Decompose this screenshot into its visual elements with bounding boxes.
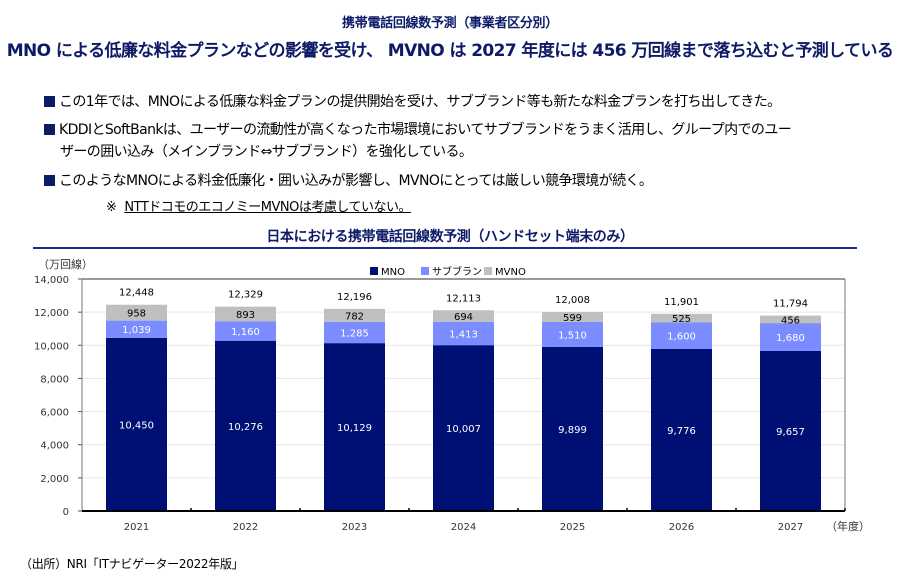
data-label-mno: 9,899 <box>558 425 587 436</box>
data-label-mno: 10,450 <box>119 420 154 431</box>
y-tick-label: 12,000 <box>34 308 69 319</box>
bullet-item-2: KDDIとSoftBankは、ユーザーの流動性が高くなった市場環境においてサブブ… <box>44 119 792 141</box>
data-label-mvno: 782 <box>345 311 364 322</box>
legend-swatch-mvno <box>484 267 492 275</box>
bar-segment-mvno <box>433 310 494 322</box>
y-tick-label: 4,000 <box>40 441 69 452</box>
data-label-sub: 1,600 <box>667 332 696 343</box>
total-label: 12,008 <box>555 295 590 306</box>
legend-swatch-mno <box>370 267 378 275</box>
page-title: MNO による低廉な料金プランなどの影響を受け、 MVNO は 2027 年度に… <box>6 41 894 61</box>
data-label-mvno: 456 <box>781 315 800 326</box>
total-label: 12,329 <box>228 290 263 301</box>
bar-segment-mvno <box>760 315 821 324</box>
data-label-mvno: 525 <box>672 314 691 325</box>
data-label-sub: 1,510 <box>558 330 587 341</box>
bar-segment-mno <box>106 337 167 511</box>
supertitle: 携帯電話回線数予測（事業者区分別） <box>342 16 558 31</box>
bullet-item-2-continuation: ザーの囲い込み（メインブランド⇔サブブランド）を強化している。 <box>60 144 473 160</box>
data-label-mno: 9,657 <box>776 427 805 438</box>
bar-segment-mno <box>760 350 821 511</box>
data-label-sub: 1,039 <box>122 325 151 336</box>
bar-segment-sub <box>215 321 276 341</box>
data-label-sub: 1,413 <box>449 329 478 340</box>
bullet-text: この1年では、MNOによる低廉な料金プランの提供開始を受け、サブブランド等も新た… <box>59 94 781 110</box>
bar-segment-mno <box>651 348 712 511</box>
total-label: 11,901 <box>664 297 699 308</box>
footnote: ※ NTTドコモのエコノミーMVNOは考慮していない。 <box>106 196 411 215</box>
bar-segment-mvno <box>542 312 603 322</box>
bar-segment-mno <box>215 340 276 511</box>
bar-segment-mvno <box>215 306 276 322</box>
bar-segment-sub <box>106 320 167 338</box>
data-label-mno: 9,776 <box>667 426 696 437</box>
legend-label-sub: サブブランド <box>432 265 492 278</box>
data-label-sub: 1,285 <box>340 329 369 340</box>
x-tick-label: 2024 <box>451 522 476 533</box>
bullet-item-1: この1年では、MNOによる低廉な料金プランの提供開始を受け、サブブランド等も新た… <box>44 91 781 113</box>
data-label-mvno: 694 <box>454 312 473 323</box>
source-citation: （出所）NRI「ITナビゲーター2022年版」 <box>20 557 244 571</box>
y-tick-label: 2,000 <box>40 474 69 485</box>
bullet-text: KDDIとSoftBankは、ユーザーの流動性が高くなった市場環境においてサブブ… <box>59 122 792 138</box>
data-label-mvno: 893 <box>236 310 255 321</box>
data-label-sub: 1,160 <box>231 327 260 338</box>
data-label-mvno: 599 <box>563 313 582 324</box>
data-label-mvno: 958 <box>127 309 146 320</box>
chart-title: 日本における携帯電話回線数予測（ハンドセット端末のみ） <box>266 229 634 245</box>
x-tick-label: 2023 <box>342 522 367 533</box>
bar-segment-mvno <box>324 308 385 322</box>
bar-segment-sub <box>324 321 385 344</box>
legend: MNO サブブランド MVNO <box>370 265 526 278</box>
bar-segment-mvno <box>651 313 712 323</box>
y-tick-label: 14,000 <box>34 275 69 286</box>
bar-segment-sub <box>651 322 712 349</box>
legend-label-mno: MNO <box>381 267 405 278</box>
total-label: 11,794 <box>773 299 808 310</box>
x-tick-label: 2026 <box>669 522 694 533</box>
bullet-text: このようなMNOによる料金低廉化・囲い込みが影響し、MVNOにとっては厳しい競争… <box>59 173 653 189</box>
data-label-mno: 10,007 <box>446 424 481 435</box>
square-bullet-icon <box>44 175 55 186</box>
bar-segment-mvno <box>106 304 167 321</box>
total-label: 12,113 <box>446 293 481 304</box>
legend-swatch-sub <box>421 267 429 275</box>
x-tick-label: 2027 <box>778 522 803 533</box>
bar-segment-mno <box>324 343 385 511</box>
x-axis-unit-label: （年度） <box>826 519 870 533</box>
y-tick-label: 8,000 <box>40 374 69 385</box>
note-mark: ※ <box>106 200 117 215</box>
data-label-mno: 10,129 <box>337 423 372 434</box>
y-tick-label: 6,000 <box>40 408 69 419</box>
square-bullet-icon <box>44 124 55 135</box>
total-label: 12,196 <box>337 292 372 303</box>
x-tick-label: 2021 <box>124 522 149 533</box>
bar-segment-sub <box>433 321 494 346</box>
bullet-item-3: このようなMNOによる料金低廉化・囲い込みが影響し、MVNOにとっては厳しい競争… <box>44 170 653 192</box>
y-axis-unit-label: （万回線） <box>38 257 93 271</box>
title-divider <box>33 247 857 249</box>
x-tick-label: 2025 <box>560 522 585 533</box>
legend-label-mvno: MVNO <box>495 267 526 278</box>
note-text: NTTドコモのエコノミーMVNOは考慮していない。 <box>124 200 411 215</box>
y-tick-label: 0 <box>63 507 69 518</box>
data-label-sub: 1,680 <box>776 333 805 344</box>
bar-segment-sub <box>542 321 603 347</box>
square-bullet-icon <box>44 96 55 107</box>
bar-segment-mno <box>542 346 603 511</box>
x-tick-label: 2022 <box>233 522 258 533</box>
bar-segment-sub <box>760 323 821 351</box>
y-tick-label: 10,000 <box>34 341 69 352</box>
data-label-mno: 10,276 <box>228 422 263 433</box>
bar-segment-mno <box>433 345 494 511</box>
total-label: 12,448 <box>119 288 154 299</box>
